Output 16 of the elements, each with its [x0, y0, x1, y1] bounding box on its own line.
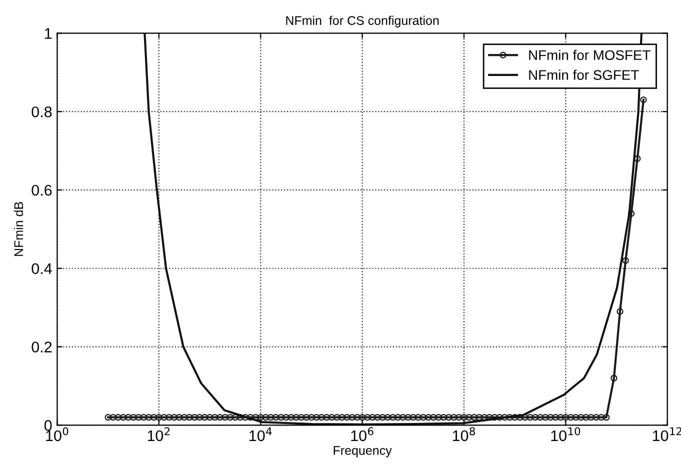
legend-label: NFmin for SGFET: [529, 70, 639, 80]
y-tick-label: 0.4: [32, 263, 52, 274]
y-tick-label: 0.2: [32, 342, 52, 352]
x-tick-label: 10$^{4}$: [250, 427, 272, 442]
x-tick-label: 10$^{8}$: [452, 427, 475, 442]
x-axis-title: Frequency: [334, 446, 392, 458]
chart-title: NFmin for CS configuration: [286, 16, 439, 28]
y-tick-label: 0.6: [32, 184, 52, 196]
x-tick-label: 10$^{10}$: [551, 427, 580, 442]
y-axis-title: NFmin dB: [14, 202, 24, 256]
x-tick-label: 10$^{6}$: [351, 427, 374, 442]
y-tick-label: 0.8: [32, 106, 52, 118]
legend-label: NFmin for MOSFET: [529, 50, 650, 60]
y-tick-label: 1: [45, 28, 52, 39]
x-tick-label: 10$^{2}$: [148, 427, 170, 442]
x-tick-label: 10$^{12}$: [652, 427, 681, 442]
